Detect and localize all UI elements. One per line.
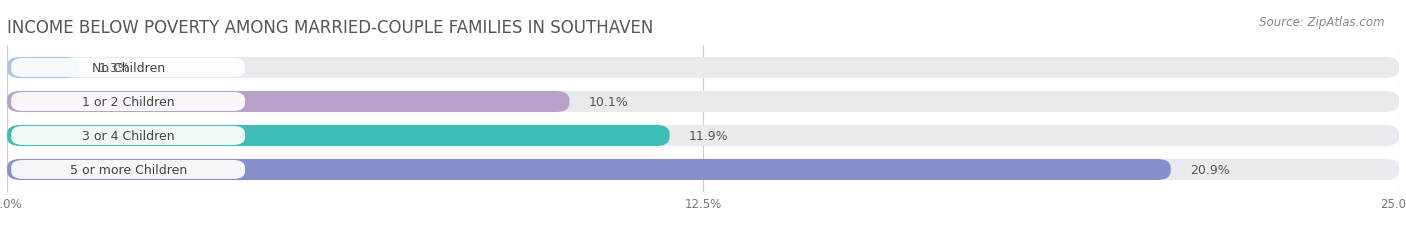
FancyBboxPatch shape xyxy=(11,126,245,145)
Text: 20.9%: 20.9% xyxy=(1191,163,1230,176)
Text: 10.1%: 10.1% xyxy=(589,96,628,109)
FancyBboxPatch shape xyxy=(11,59,245,78)
Text: 1 or 2 Children: 1 or 2 Children xyxy=(82,96,174,109)
FancyBboxPatch shape xyxy=(7,125,1399,146)
FancyBboxPatch shape xyxy=(7,159,1399,180)
FancyBboxPatch shape xyxy=(11,93,245,112)
FancyBboxPatch shape xyxy=(7,91,1399,112)
Text: 5 or more Children: 5 or more Children xyxy=(69,163,187,176)
Text: 1.3%: 1.3% xyxy=(98,62,131,75)
FancyBboxPatch shape xyxy=(7,159,1171,180)
Text: INCOME BELOW POVERTY AMONG MARRIED-COUPLE FAMILIES IN SOUTHAVEN: INCOME BELOW POVERTY AMONG MARRIED-COUPL… xyxy=(7,18,654,36)
Text: 3 or 4 Children: 3 or 4 Children xyxy=(82,129,174,142)
Text: No Children: No Children xyxy=(91,62,165,75)
FancyBboxPatch shape xyxy=(11,160,245,179)
FancyBboxPatch shape xyxy=(7,58,79,79)
Text: 11.9%: 11.9% xyxy=(689,129,728,142)
Text: Source: ZipAtlas.com: Source: ZipAtlas.com xyxy=(1260,16,1385,29)
FancyBboxPatch shape xyxy=(7,58,1399,79)
FancyBboxPatch shape xyxy=(7,91,569,112)
FancyBboxPatch shape xyxy=(7,125,669,146)
